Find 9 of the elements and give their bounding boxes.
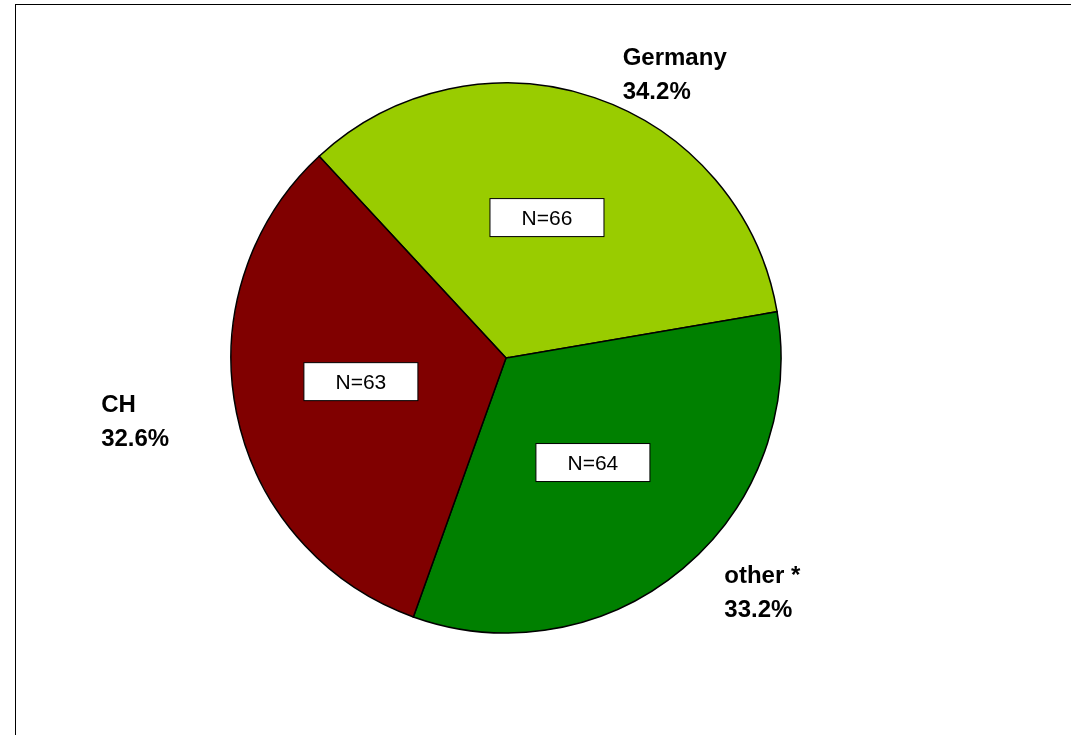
slice-label: other * bbox=[724, 560, 801, 588]
data-label: N=66 bbox=[521, 205, 573, 229]
text: 32.6% bbox=[101, 423, 170, 451]
text: 34.2% bbox=[622, 76, 691, 104]
slice-label: CH bbox=[101, 389, 136, 417]
data-label: N=63 bbox=[335, 369, 387, 393]
text: 33.2% bbox=[724, 594, 793, 622]
slice-label: Germany bbox=[622, 42, 728, 70]
data-label: N=64 bbox=[567, 450, 619, 474]
